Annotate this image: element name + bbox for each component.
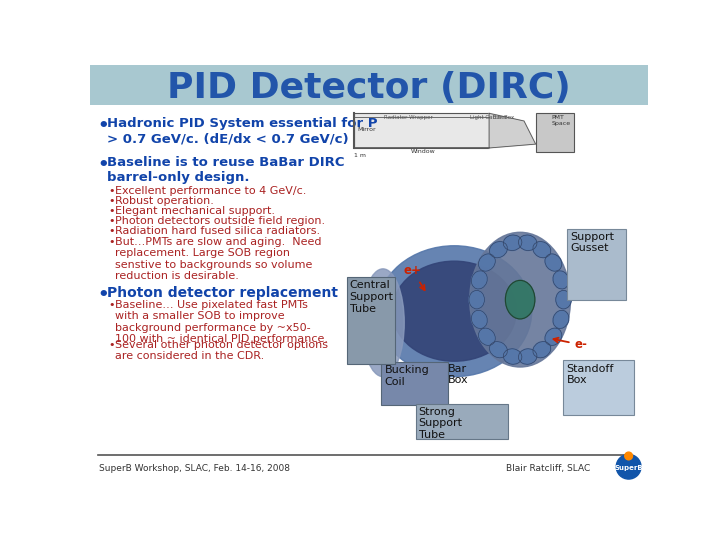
Ellipse shape	[490, 342, 508, 358]
Ellipse shape	[472, 271, 487, 289]
Text: Strong
Support
Tube: Strong Support Tube	[418, 407, 463, 440]
Text: •: •	[98, 286, 109, 304]
FancyBboxPatch shape	[563, 360, 634, 415]
Text: •: •	[98, 117, 109, 135]
Text: •: •	[98, 156, 109, 174]
Ellipse shape	[518, 235, 537, 251]
Text: Several other photon detector options
are considered in the CDR.: Several other photon detector options ar…	[114, 340, 328, 361]
FancyBboxPatch shape	[382, 362, 448, 405]
Ellipse shape	[469, 291, 485, 309]
Text: Radiation hard fused silica radiators.: Radiation hard fused silica radiators.	[114, 226, 320, 237]
Text: Standoff
Box: Standoff Box	[567, 363, 614, 385]
Ellipse shape	[533, 241, 551, 258]
Ellipse shape	[479, 254, 495, 271]
Ellipse shape	[490, 241, 508, 258]
Text: Window: Window	[411, 148, 436, 154]
Text: e-: e-	[554, 338, 588, 351]
Text: Bar Box: Bar Box	[493, 115, 514, 120]
Circle shape	[625, 452, 632, 460]
Text: SuperB: SuperB	[614, 465, 643, 471]
Text: PID Detector (DIRC): PID Detector (DIRC)	[167, 71, 571, 105]
FancyBboxPatch shape	[415, 403, 508, 439]
Text: •: •	[109, 226, 115, 237]
Text: But…PMTs are slow and aging.  Need
replacement. Large SOB region
senstive to bac: But…PMTs are slow and aging. Need replac…	[114, 237, 321, 281]
Text: Hadronic PID System essential for P
> 0.7 GeV/c. (dE/dx < 0.7 GeV/c): Hadronic PID System essential for P > 0.…	[107, 117, 377, 145]
Ellipse shape	[505, 280, 535, 319]
Ellipse shape	[377, 246, 532, 377]
Text: •: •	[109, 340, 115, 350]
Text: Bar
Box: Bar Box	[448, 363, 469, 385]
Text: Support
Gusset: Support Gusset	[570, 232, 614, 253]
Ellipse shape	[503, 235, 522, 251]
Circle shape	[616, 455, 641, 479]
FancyBboxPatch shape	[90, 65, 648, 105]
Ellipse shape	[553, 271, 569, 289]
Text: Light Catcher: Light Catcher	[469, 115, 507, 120]
Text: •: •	[109, 206, 115, 217]
Text: Photon detector replacement: Photon detector replacement	[107, 286, 338, 300]
Ellipse shape	[469, 232, 570, 367]
Text: •: •	[109, 300, 115, 309]
Text: 1 m: 1 m	[354, 153, 366, 158]
Text: Bucking
Coil: Bucking Coil	[384, 365, 429, 387]
Text: •: •	[109, 237, 115, 246]
FancyBboxPatch shape	[536, 113, 575, 152]
Text: Photon detectors outside field region.: Photon detectors outside field region.	[114, 217, 325, 226]
Ellipse shape	[392, 261, 516, 361]
Ellipse shape	[553, 310, 569, 328]
Text: Central
Support
Tube: Central Support Tube	[350, 280, 394, 314]
Text: SuperB Workshop, SLAC, Feb. 14-16, 2008: SuperB Workshop, SLAC, Feb. 14-16, 2008	[99, 464, 290, 472]
Ellipse shape	[472, 310, 487, 328]
Text: Mirror: Mirror	[357, 127, 376, 132]
Text: PMT
Space: PMT Space	[551, 115, 570, 126]
FancyBboxPatch shape	[346, 278, 395, 363]
Text: Baseline is to reuse BaBar DIRC
barrel-only design.: Baseline is to reuse BaBar DIRC barrel-o…	[107, 156, 345, 184]
Text: Radiator Wrapper: Radiator Wrapper	[384, 115, 433, 120]
Text: •: •	[109, 186, 115, 197]
Ellipse shape	[361, 269, 404, 377]
FancyBboxPatch shape	[354, 113, 489, 148]
Text: Blair Ratcliff, SLAC: Blair Ratcliff, SLAC	[505, 464, 590, 472]
Ellipse shape	[503, 349, 522, 365]
Text: e+: e+	[404, 264, 425, 290]
Text: •: •	[109, 197, 115, 206]
Ellipse shape	[545, 254, 562, 271]
Ellipse shape	[518, 349, 537, 365]
Ellipse shape	[545, 328, 562, 346]
Text: Robust operation.: Robust operation.	[114, 197, 214, 206]
Text: Baseline… Use pixelated fast PMTs
with a smaller SOB to improve
background perfo: Baseline… Use pixelated fast PMTs with a…	[114, 300, 328, 345]
Text: Elegant mechanical support.: Elegant mechanical support.	[114, 206, 275, 217]
Polygon shape	[489, 113, 536, 148]
Ellipse shape	[556, 291, 571, 309]
Ellipse shape	[533, 342, 551, 358]
FancyBboxPatch shape	[567, 229, 626, 300]
Text: Excellent performance to 4 GeV/c.: Excellent performance to 4 GeV/c.	[114, 186, 306, 197]
Ellipse shape	[479, 328, 495, 346]
Text: •: •	[109, 217, 115, 226]
